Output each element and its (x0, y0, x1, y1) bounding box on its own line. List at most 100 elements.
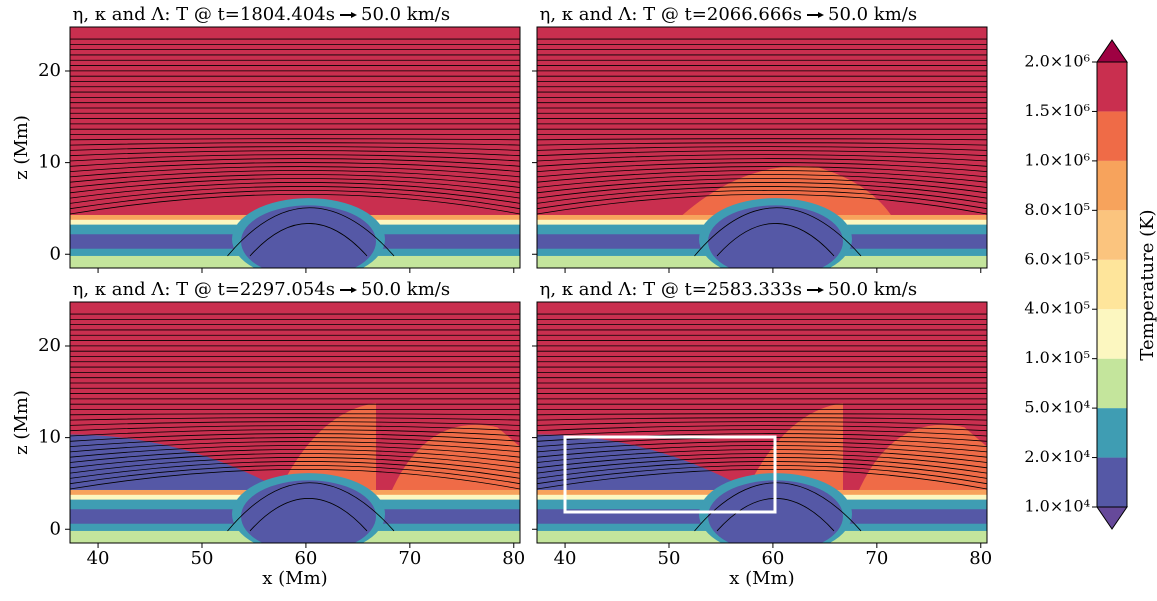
colorbar-extend-low (1096, 506, 1128, 530)
streamline (537, 182, 987, 199)
colorbar-tick-label: 6.0×10⁵ (1024, 249, 1090, 268)
streamline (70, 437, 520, 447)
colorbar-tick-label: 4.0×10⁵ (1024, 299, 1090, 318)
x-tick-label: 70 (398, 548, 421, 569)
streamline (70, 162, 520, 172)
streamline (70, 154, 520, 162)
streamline (537, 162, 987, 172)
y-tick-label: 20 (38, 60, 61, 81)
colorbar-tick-label: 1.0×10⁵ (1024, 348, 1090, 367)
quiver-arrow-head (351, 12, 357, 18)
quiver-key: 50.0 km/s (828, 279, 917, 300)
colorbar-segment (1097, 457, 1127, 507)
streamline (537, 449, 987, 463)
streamline (70, 421, 520, 426)
panel-title: η, κ and Λ: T @ t=2297.054s (73, 279, 335, 300)
streamline (537, 453, 987, 469)
y-axis-label: z (Mm) (11, 390, 32, 455)
axes-frame (69, 26, 521, 269)
streamline (70, 178, 520, 194)
streamline (70, 433, 520, 442)
quiver-arrow-head (818, 12, 824, 18)
streamline (70, 441, 520, 453)
streamline (537, 146, 987, 151)
streamline (537, 189, 987, 210)
field (70, 27, 520, 268)
streamline (537, 170, 987, 183)
quiver-key: 50.0 km/s (361, 4, 450, 25)
streamline (70, 464, 520, 485)
x-tick-label: 40 (87, 548, 110, 569)
streamline (537, 461, 987, 479)
streamline (537, 154, 987, 162)
streamline (70, 425, 520, 432)
streamline (70, 189, 520, 210)
streamline (70, 138, 520, 141)
colorbar-segment (1097, 160, 1127, 211)
field-warm (852, 424, 987, 507)
y-tick-label: 10 (38, 152, 61, 173)
streamline (537, 158, 987, 167)
colorbar-label: Temperature (K) (1137, 209, 1157, 360)
x-axis-label: x (Mm) (262, 568, 327, 589)
streamline (537, 150, 987, 157)
x-tick-label: 60 (761, 548, 784, 569)
streamline (694, 207, 862, 257)
streamline (537, 429, 987, 437)
panel-title: η, κ and Λ: T @ t=2583.333s (540, 279, 802, 300)
x-tick-label: 80 (969, 548, 992, 569)
streamline (249, 223, 368, 257)
streamline (70, 150, 520, 157)
streamline (70, 445, 520, 458)
streamline (716, 223, 835, 257)
x-tick-label: 40 (554, 548, 577, 569)
streamline (70, 182, 520, 199)
colorbar-segment (1097, 259, 1127, 310)
field-dome (241, 205, 376, 268)
streamline (70, 417, 520, 421)
colorbar-tick-label: 1.0×10⁴ (1024, 497, 1090, 516)
streamline (537, 413, 987, 416)
x-tick-label: 70 (865, 548, 888, 569)
highlight-box (563, 435, 777, 514)
colorbar-extend-high (1096, 39, 1128, 63)
field-warm (385, 424, 520, 507)
streamline (249, 498, 368, 532)
streamline (537, 464, 987, 485)
panel-title: η, κ and Λ: T @ t=2066.666s (540, 4, 802, 25)
streamline (70, 413, 520, 416)
y-tick-label: 0 (50, 243, 61, 264)
x-tick-label: 60 (294, 548, 317, 569)
streamline (227, 482, 395, 532)
streamline (537, 178, 987, 194)
streamline (70, 166, 520, 178)
streamline (537, 166, 987, 178)
x-tick-label: 50 (191, 548, 214, 569)
colorbar-segment (1097, 111, 1127, 161)
axes-frame (69, 301, 521, 544)
colorbar-segment (1097, 309, 1127, 359)
axes-frame (536, 26, 988, 269)
y-tick-label: 20 (38, 335, 61, 356)
colorbar-tick-label: 1.5×10⁶ (1024, 101, 1090, 120)
streamline (537, 468, 987, 490)
quiver-key: 50.0 km/s (828, 4, 917, 25)
streamline (537, 445, 987, 458)
streamline (70, 186, 520, 204)
colorbar-segment (1097, 62, 1127, 112)
streamline (70, 457, 520, 474)
axes-frame (536, 301, 988, 544)
streamline (537, 142, 987, 146)
streamline (537, 457, 987, 474)
streamline (227, 207, 395, 257)
y-tick-label: 0 (50, 518, 61, 539)
field (70, 302, 520, 543)
colorbar-tick-label: 2.0×10⁴ (1024, 447, 1090, 466)
streamline (70, 429, 520, 437)
field-dome (708, 205, 843, 268)
colorbar-segment (1097, 408, 1127, 458)
streamline (70, 461, 520, 479)
streamline (537, 193, 987, 215)
streamline (537, 138, 987, 141)
